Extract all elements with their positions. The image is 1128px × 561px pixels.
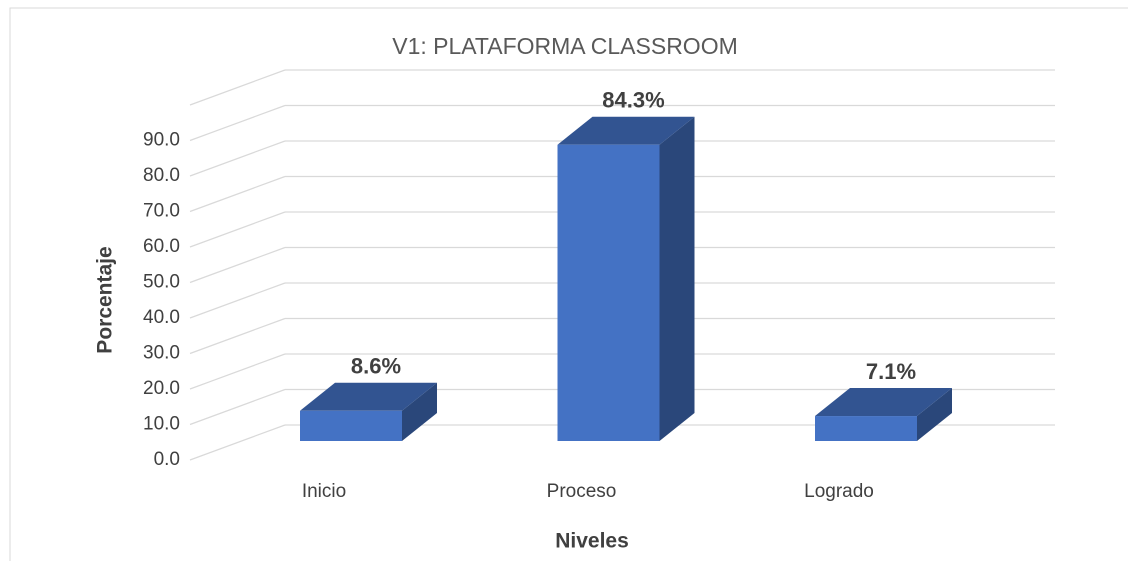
data-label: 7.1%: [866, 359, 916, 384]
y-tick-label: 10.0: [143, 414, 180, 435]
x-tick-label: Proceso: [547, 481, 617, 502]
y-tick-label: 80.0: [143, 165, 180, 186]
data-label: 84.3%: [602, 88, 664, 113]
grid-line: [189, 424, 286, 461]
bar: [557, 144, 660, 441]
bar: [300, 410, 402, 441]
grid-line: [189, 211, 286, 248]
x-tick-label: Logrado: [804, 481, 874, 502]
grid-line: [189, 317, 286, 355]
bar-top: [815, 388, 952, 417]
grid-line: [189, 282, 286, 319]
bar: [815, 416, 917, 441]
y-tick-label: 70.0: [143, 201, 180, 222]
bar-side: [402, 382, 437, 441]
bar-side: [917, 388, 952, 441]
grid-line: [189, 175, 286, 213]
bar-top: [300, 382, 437, 411]
grid-line: [189, 353, 286, 390]
grid-line: [189, 69, 286, 106]
chart-title: V1: PLATAFORMA CLASSROOM: [392, 33, 738, 59]
grid-line: [189, 140, 286, 177]
grid-line: [189, 246, 286, 284]
y-axis-title: Porcentaje: [94, 246, 117, 353]
y-tick-label: 0.0: [154, 449, 180, 470]
x-tick-label: Inicio: [302, 481, 346, 502]
bar-top: [557, 116, 695, 145]
bar-side: [659, 116, 695, 441]
y-tick-label: 60.0: [143, 236, 180, 257]
y-tick-label: 40.0: [143, 307, 180, 328]
y-tick-label: 90.0: [143, 130, 180, 151]
y-tick-label: 30.0: [143, 343, 180, 364]
x-axis-title: Niveles: [555, 530, 629, 553]
y-tick-label: 20.0: [143, 378, 180, 399]
data-label: 8.6%: [351, 354, 401, 379]
grid-line: [189, 388, 286, 426]
chart-border: [9, 7, 1128, 561]
y-tick-label: 50.0: [143, 272, 180, 293]
grid-line: [189, 104, 286, 142]
